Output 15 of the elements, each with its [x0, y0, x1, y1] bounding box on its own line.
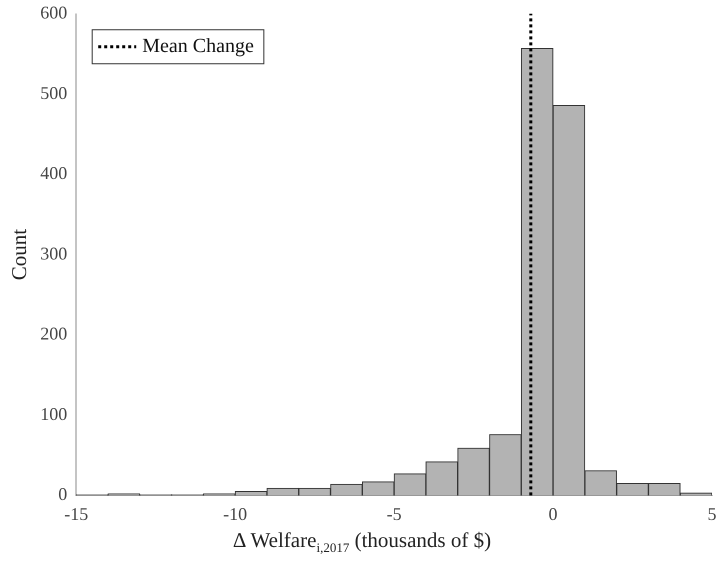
y-axis-title: Count	[7, 228, 32, 280]
x-axis-title: Δ Welfare$_{i,2017}$ (thousands of $)	[232, 528, 492, 556]
x-tick-label: 0	[548, 504, 558, 524]
x-tick-label: -10	[223, 504, 248, 524]
y-tick-label: 0	[58, 484, 68, 504]
y-tick-label: 400	[40, 163, 68, 184]
x-tick-label: 5	[708, 504, 716, 524]
y-tick-label: 100	[40, 404, 68, 424]
y-tick-label: 200	[40, 324, 68, 344]
y-tick-label: 600	[40, 2, 68, 23]
x-tick-label: -15	[64, 504, 88, 524]
y-tick-label: 300	[40, 243, 68, 264]
ref-line-label: Mean Change	[142, 35, 254, 58]
x-tick-label: -5	[386, 504, 402, 524]
y-tick-label: 500	[40, 82, 68, 103]
